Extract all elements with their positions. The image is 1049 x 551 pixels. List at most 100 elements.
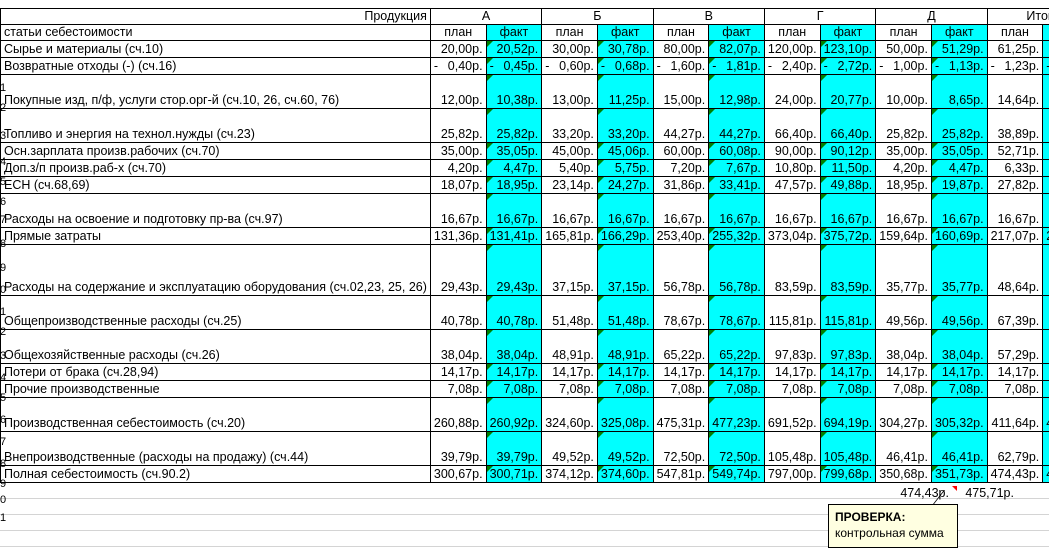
product-header-cell[interactable]: Итого — [986, 8, 1049, 25]
plan-value-cell[interactable]: 24,00р. — [763, 74, 821, 109]
plan-value-cell[interactable]: 7,08р. — [541, 380, 598, 398]
fact-value-cell[interactable]: 45,06р. — [596, 142, 654, 160]
plan-value-cell[interactable]: 50,00р. — [875, 40, 932, 58]
plan-header-cell[interactable]: план — [541, 24, 598, 41]
plan-value-cell[interactable]: 44,27р. — [652, 108, 710, 143]
plan-value-cell[interactable]: 14,64р. — [986, 74, 1044, 109]
fact-value-cell[interactable]: 305,32р. — [930, 397, 988, 432]
plan-value-cell[interactable]: 411,64р. — [986, 397, 1044, 432]
cost-item-label[interactable]: Общепроизводственные расходы (сч.25) — [0, 295, 431, 330]
check-value-plan[interactable]: 474,43р. — [900, 486, 949, 500]
plan-value-cell[interactable]: -1,23р. — [986, 57, 1044, 75]
fact-value-cell[interactable]: 351,73р. — [930, 465, 988, 483]
plan-value-cell[interactable]: 474,43р. — [986, 465, 1044, 483]
plan-value-cell[interactable]: 61,25р. — [986, 40, 1044, 58]
plan-value-cell[interactable]: 159,64р. — [875, 227, 932, 245]
fact-value-cell[interactable]: 255,32р. — [708, 227, 765, 245]
plan-value-cell[interactable]: 33,20р. — [541, 108, 598, 143]
fact-value-cell[interactable]: -1,13р. — [930, 57, 988, 75]
plan-value-cell[interactable]: 97,83р. — [763, 329, 821, 364]
fact-header-cell[interactable]: факт — [1042, 24, 1049, 41]
cost-item-label[interactable]: Топливо и энергия на технол.нужды (сч.23… — [0, 108, 431, 143]
fact-value-cell[interactable]: 48,64р. — [1042, 244, 1049, 296]
plan-value-cell[interactable]: 4,20р. — [875, 159, 932, 177]
fact-value-cell[interactable]: 7,08р. — [1042, 380, 1049, 398]
product-header-cell[interactable]: Г — [763, 8, 877, 25]
fact-value-cell[interactable]: 8,65р. — [930, 74, 988, 109]
fact-value-cell[interactable]: 33,41р. — [708, 176, 765, 194]
plan-value-cell[interactable]: 38,89р. — [986, 108, 1044, 143]
product-header-cell[interactable]: А — [429, 8, 543, 25]
fact-value-cell[interactable]: 30,78р. — [596, 40, 654, 58]
cost-item-label[interactable]: ЕСН (сч.68,69) — [0, 176, 431, 194]
fact-value-cell[interactable]: 39,79р. — [485, 431, 543, 466]
fact-value-cell[interactable]: 90,12р. — [819, 142, 877, 160]
plan-value-cell[interactable]: 83,59р. — [763, 244, 821, 296]
fact-value-cell[interactable]: 14,17р. — [1042, 363, 1049, 381]
cost-item-label[interactable]: Осн.зарплата произв.рабочих (сч.70) — [0, 142, 431, 160]
plan-value-cell[interactable]: 57,29р. — [986, 329, 1044, 364]
fact-value-cell[interactable]: 52,78р. — [1042, 142, 1049, 160]
cost-item-label[interactable]: Прямые затраты — [0, 227, 431, 245]
plan-value-cell[interactable]: 67,39р. — [986, 295, 1044, 330]
cost-item-label[interactable]: Расходы на освоение и подготовку пр-ва (… — [0, 193, 431, 228]
plan-value-cell[interactable]: 7,08р. — [986, 380, 1044, 398]
plan-value-cell[interactable]: 60,00р. — [652, 142, 710, 160]
fact-value-cell[interactable]: 49,52р. — [596, 431, 654, 466]
cost-item-label[interactable]: Производственная себестоимость (сч.20) — [0, 397, 431, 432]
plan-value-cell[interactable]: 78,67р. — [652, 295, 710, 330]
fact-value-cell[interactable]: 374,60р. — [596, 465, 654, 483]
fact-value-cell[interactable]: 11,25р. — [596, 74, 654, 109]
fact-value-cell[interactable]: 7,08р. — [708, 380, 765, 398]
plan-value-cell[interactable]: 7,08р. — [652, 380, 710, 398]
fact-value-cell[interactable]: 14,17р. — [596, 363, 654, 381]
fact-value-cell[interactable]: 477,23р. — [708, 397, 765, 432]
plan-value-cell[interactable]: 27,82р. — [986, 176, 1044, 194]
plan-value-cell[interactable]: 72,50р. — [652, 431, 710, 466]
plan-value-cell[interactable]: 15,00р. — [652, 74, 710, 109]
cost-items-label-cell[interactable]: статьи себестоимости — [0, 24, 431, 41]
check-value-fact[interactable]: 475,71р. — [965, 486, 1014, 500]
fact-value-cell[interactable]: 475,71р. — [1042, 465, 1049, 483]
fact-value-cell[interactable]: 16,67р. — [819, 193, 877, 228]
fact-value-cell[interactable]: 300,71р. — [485, 465, 543, 483]
fact-value-cell[interactable]: 160,69р. — [930, 227, 988, 245]
fact-value-cell[interactable]: 37,15р. — [596, 244, 654, 296]
plan-value-cell[interactable]: 37,15р. — [541, 244, 598, 296]
fact-value-cell[interactable]: 16,67р. — [596, 193, 654, 228]
fact-value-cell[interactable]: 14,17р. — [708, 363, 765, 381]
fact-value-cell[interactable]: 799,68р. — [819, 465, 877, 483]
plan-value-cell[interactable]: 23,14р. — [541, 176, 598, 194]
plan-value-cell[interactable]: 65,22р. — [652, 329, 710, 364]
fact-value-cell[interactable]: 7,08р. — [930, 380, 988, 398]
plan-value-cell[interactable]: 165,81р. — [541, 227, 598, 245]
fact-value-cell[interactable]: 19,87р. — [930, 176, 988, 194]
plan-value-cell[interactable]: 14,17р. — [986, 363, 1044, 381]
fact-value-cell[interactable]: -0,68р. — [596, 57, 654, 75]
plan-value-cell[interactable]: 29,43р. — [429, 244, 487, 296]
fact-value-cell[interactable]: 60,08р. — [708, 142, 765, 160]
plan-value-cell[interactable]: 16,67р. — [541, 193, 598, 228]
fact-value-cell[interactable]: 62,83р. — [1042, 40, 1049, 58]
fact-value-cell[interactable]: 51,48р. — [596, 295, 654, 330]
fact-value-cell[interactable]: 35,77р. — [930, 244, 988, 296]
fact-value-cell[interactable]: 325,08р. — [596, 397, 654, 432]
plan-value-cell[interactable]: 14,17р. — [875, 363, 932, 381]
fact-value-cell[interactable]: 10,38р. — [485, 74, 543, 109]
plan-value-cell[interactable]: 350,68р. — [875, 465, 932, 483]
plan-header-cell[interactable]: план — [763, 24, 821, 41]
cost-item-label[interactable]: Потери от брака (сч.28,94) — [0, 363, 431, 381]
plan-value-cell[interactable]: 48,64р. — [986, 244, 1044, 296]
cost-item-label[interactable]: Возвратные отходы (-) (сч.16) — [0, 57, 431, 75]
fact-value-cell[interactable]: 72,50р. — [708, 431, 765, 466]
plan-value-cell[interactable]: 90,00р. — [763, 142, 821, 160]
plan-value-cell[interactable]: 49,52р. — [541, 431, 598, 466]
plan-value-cell[interactable]: 105,48р. — [763, 431, 821, 466]
fact-value-cell[interactable]: -1,39р. — [1042, 57, 1049, 75]
fact-header-cell[interactable]: факт — [708, 24, 765, 41]
fact-value-cell[interactable]: 49,56р. — [930, 295, 988, 330]
fact-value-cell[interactable]: 20,77р. — [819, 74, 877, 109]
product-header-cell[interactable]: Б — [541, 8, 654, 25]
fact-value-cell[interactable]: 78,67р. — [708, 295, 765, 330]
plan-value-cell[interactable]: 35,77р. — [875, 244, 932, 296]
